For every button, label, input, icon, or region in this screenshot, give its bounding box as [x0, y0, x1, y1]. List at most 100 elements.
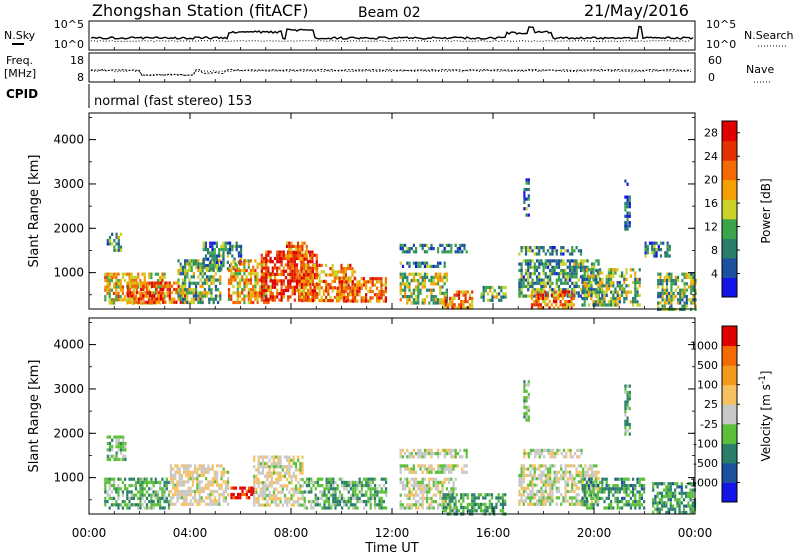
heatmap-cell — [408, 285, 411, 289]
heatmap-cell — [207, 248, 210, 252]
heatmap-cell — [200, 470, 203, 474]
heatmap-cell — [262, 260, 266, 264]
heatmap-cell — [430, 448, 433, 452]
heatmap-cell — [249, 259, 253, 263]
heatmap-cell — [564, 480, 567, 484]
heatmap-cell — [588, 477, 591, 481]
heatmap-cell — [261, 465, 265, 469]
heatmap-cell — [640, 503, 643, 507]
heatmap-cell — [338, 280, 341, 284]
heatmap-cell — [290, 248, 293, 252]
heatmap-cell — [412, 279, 415, 283]
heatmap-cell — [618, 297, 621, 301]
heatmap-cell — [198, 483, 201, 487]
heatmap-cell — [580, 448, 583, 452]
heatmap-cell — [533, 470, 536, 474]
heatmap-cell — [211, 502, 214, 506]
heatmap-cell — [338, 283, 341, 287]
heatmap-cell — [524, 489, 528, 494]
heatmap-cell — [550, 303, 553, 307]
heatmap-cell — [568, 496, 572, 500]
heatmap-cell — [313, 253, 316, 257]
heatmap-cell — [439, 279, 442, 283]
heatmap-cell — [490, 502, 494, 506]
heatmap-cell — [293, 276, 296, 280]
heatmap-cell — [298, 270, 301, 274]
heatmap-cell — [629, 506, 632, 510]
heatmap-cell — [374, 490, 377, 494]
heatmap-cell — [202, 264, 205, 268]
heatmap-cell — [432, 288, 435, 292]
heatmap-cell — [254, 288, 257, 292]
heatmap-cell — [544, 483, 547, 487]
heatmap-cell — [117, 448, 120, 452]
heatmap-cell — [111, 438, 114, 442]
heatmap-cell — [437, 464, 440, 468]
heatmap-cell — [555, 502, 558, 506]
heatmap-cell — [441, 470, 444, 474]
heatmap-cell — [131, 291, 134, 295]
heatmap-cell — [426, 452, 429, 456]
heatmap-cell — [157, 294, 160, 298]
heatmap-cell — [544, 489, 547, 494]
heatmap-cell — [567, 448, 570, 452]
heatmap-cell — [119, 451, 123, 455]
heatmap-cell — [495, 295, 498, 299]
heatmap-cell — [603, 506, 606, 510]
heatmap-cell — [551, 480, 554, 484]
heatmap-cell — [607, 503, 610, 507]
heatmap-cell — [354, 484, 357, 488]
heatmap-cell — [338, 289, 341, 294]
heatmap-cell — [399, 448, 402, 452]
heatmap-cell — [651, 244, 654, 248]
heatmap-cell — [643, 477, 646, 481]
heatmap-cell — [456, 247, 459, 251]
heatmap-cell — [575, 493, 578, 497]
heatmap-cell — [222, 489, 225, 494]
heatmap-cell — [176, 486, 179, 490]
heatmap-cell — [674, 282, 677, 286]
heatmap-cell — [363, 506, 366, 510]
heatmap-cell — [462, 306, 465, 310]
heatmap-cell — [659, 275, 662, 279]
heatmap-cell — [236, 291, 239, 295]
heatmap-cell — [110, 496, 113, 500]
heatmap-cell — [187, 502, 190, 506]
heatmap-cell — [442, 496, 445, 500]
heatmap-cell — [298, 292, 301, 296]
heatmap-cell — [538, 452, 541, 456]
heatmap-cell — [313, 285, 316, 289]
heatmap-cell — [340, 286, 344, 290]
heatmap-cell — [363, 500, 366, 504]
heatmap-cell — [288, 497, 291, 501]
heatmap-cell — [238, 284, 242, 289]
heatmap-cell — [268, 471, 271, 475]
heatmap-cell — [199, 268, 202, 273]
heatmap-cell — [626, 198, 629, 202]
heatmap-cell — [502, 285, 505, 290]
heatmap-cell — [264, 497, 267, 501]
heatmap-cell — [115, 295, 118, 299]
heatmap-cell — [144, 300, 147, 304]
heatmap-cell — [419, 288, 422, 292]
heatmap-cell — [554, 452, 557, 456]
heatmap-cell — [439, 464, 442, 468]
heatmap-cell — [165, 496, 168, 500]
heatmap-cell — [137, 506, 140, 510]
heatmap-cell — [678, 501, 681, 505]
heatmap-cell — [209, 264, 212, 268]
heatmap-cell — [549, 275, 552, 279]
heatmap-cell — [523, 396, 526, 400]
heatmap-cell — [297, 503, 300, 507]
heatmap-cell — [181, 265, 184, 269]
heatmap-cell — [596, 293, 599, 297]
heatmap-cell — [119, 441, 123, 446]
heatmap-cell — [298, 279, 301, 283]
heatmap-cell — [129, 287, 132, 292]
heatmap-cell — [259, 487, 262, 491]
heatmap-cell — [585, 503, 588, 507]
heatmap-cell — [290, 477, 293, 482]
time-x-axis: 00:00 04:00 08:00 12:00 16:00 20:00 00:00 — [72, 47, 712, 540]
heatmap-cell — [163, 291, 166, 295]
heatmap-cell — [226, 241, 229, 245]
